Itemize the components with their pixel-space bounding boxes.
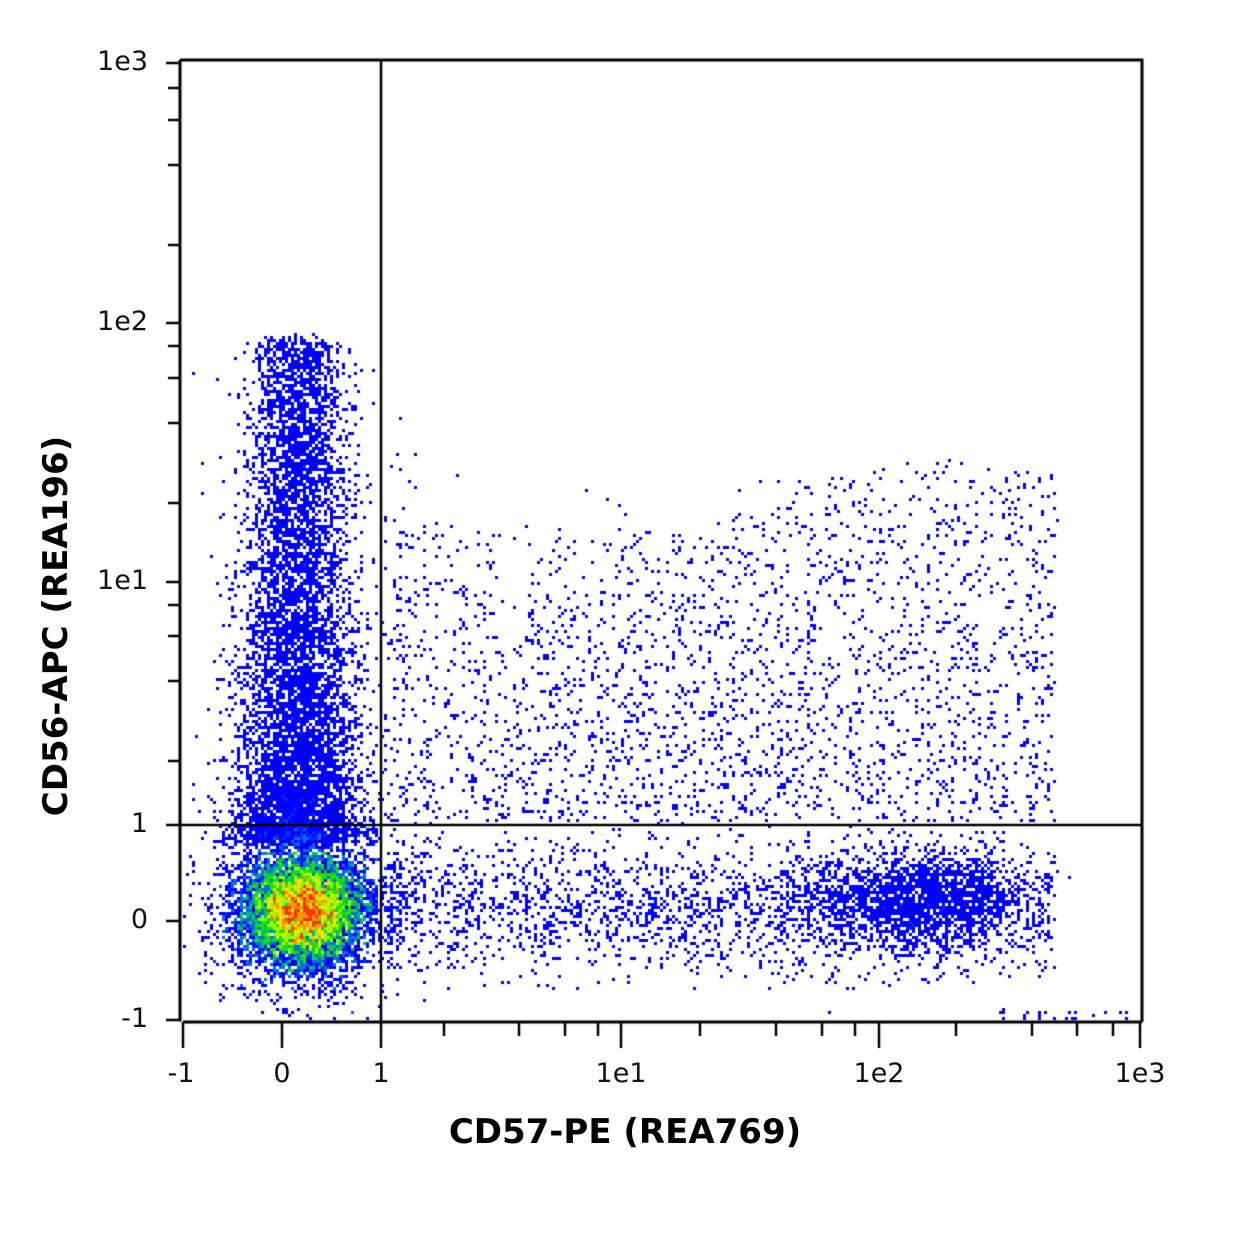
y-tick-label: 1e2 [97, 306, 148, 337]
y-tick-label: 1 [130, 808, 148, 839]
x-tick-label: 1 [372, 1058, 390, 1089]
x-tick-label: 0 [273, 1058, 291, 1089]
y-tick-label: 0 [130, 904, 148, 935]
x-tick-label: 1e3 [1114, 1058, 1166, 1089]
y-tick-label: 1e3 [97, 46, 148, 77]
x-tick-label: 1e2 [853, 1058, 905, 1089]
x-axis-title: CD57-PE (REA769) [448, 1112, 802, 1152]
y-axis-title: CD56-APC (REA196) [36, 435, 76, 817]
x-tick-label: 1e1 [595, 1058, 647, 1089]
x-tick-label: -1 [167, 1058, 195, 1089]
y-tick-label: 1e1 [97, 565, 148, 596]
y-tick-label: -1 [121, 1003, 148, 1034]
